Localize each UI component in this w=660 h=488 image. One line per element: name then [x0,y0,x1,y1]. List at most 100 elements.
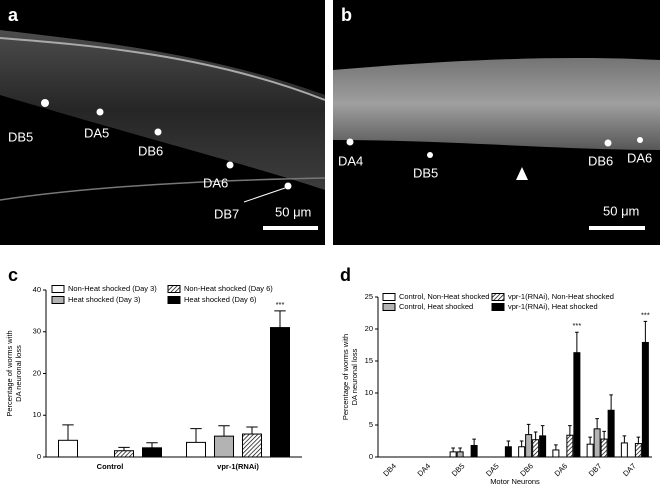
error-bar [643,320,648,343]
neuron-label: DB7 [214,206,239,221]
y-tick-label: 10 [33,410,41,419]
x-axis-label: Motor Neurons [490,477,540,486]
legend-label: Heat shocked (Day 6) [184,295,257,304]
bar [504,446,512,458]
y-tick-label: 30 [33,327,41,336]
error-bar [588,436,592,445]
bar [634,443,642,458]
error-bar [190,428,202,443]
y-axis-label-line: Percentage of worms with [341,334,350,420]
neuron-label: DB6 [138,143,163,158]
x-tick-label: DB5 [450,461,467,478]
panel-a: a DB5 DA5 DB6 DA6 DB7 50 μm [0,0,326,245]
bar [58,439,78,458]
significance: *** [276,300,285,309]
legend-label: Non-Heat shocked (Day 6) [184,284,273,293]
error-bar [602,430,606,440]
panel-letter: b [341,5,352,25]
legend-swatch [491,303,505,311]
bar [593,428,601,458]
legend-swatch [167,285,181,293]
error-bar [575,331,579,353]
bar [470,444,478,458]
neuron-label: DB5 [413,165,438,180]
bar [573,352,581,458]
bar [566,434,574,458]
bar [142,447,162,458]
y-tick-label: 0 [37,452,41,461]
x-tick-label: DA6 [553,461,570,478]
y-axis-label: Percentage of worms withDA neuronal loss [341,334,359,420]
error-bar [609,394,613,411]
y-axis-label-line: Percentage of worms with [5,330,14,416]
x-tick-label: DA5 [484,461,501,478]
error-bar [458,447,462,452]
bar [539,435,547,458]
y-tick-label: 25 [365,292,373,301]
error-bar [218,425,230,437]
error-bar [118,446,130,451]
neuron-label: DA6 [203,175,228,190]
y-axis-label: Percentage of worms withDA neuronal loss [5,330,23,416]
bar [114,450,134,458]
nerve-cord [0,37,326,101]
error-bar [636,436,641,444]
bar [186,441,206,458]
error-bar [526,423,531,435]
bar [620,442,628,458]
scale-label: 50 μm [275,204,311,219]
scale-label: 50 μm [603,203,639,218]
bar [607,409,615,458]
legend-swatch [382,293,396,301]
legend-swatch [51,285,65,293]
legend-label: Heat shocked (Day 3) [68,295,141,304]
error-bar [554,444,558,450]
neuron-label: DA6 [627,150,652,165]
bar [586,443,594,458]
neurons [346,137,643,158]
neuron-label: DA5 [84,125,109,140]
bar [518,446,526,458]
y-tick-label: 10 [365,388,373,397]
error-bar [622,435,627,443]
error-bar [246,426,258,435]
bar [456,451,464,458]
y-tick-label: 40 [33,285,41,294]
panel-letter: a [8,5,19,25]
bar [600,438,608,458]
worm-body [0,30,325,190]
neuron-label: DA4 [338,153,363,168]
bar [270,327,290,458]
error-bar [146,442,158,448]
legend-swatch [491,293,505,301]
bar [552,449,560,458]
arrowhead [516,167,528,180]
bar [532,439,540,458]
bar [242,433,262,458]
x-tick-label: Control [97,462,124,471]
x-tick-label: vpr-1(RNAi) [217,462,259,471]
error-bar [274,310,286,328]
significance: *** [572,321,581,330]
y-axis-label-line: DA neuronal loss [350,348,359,405]
error-bar [506,440,511,447]
error-bar [540,425,545,436]
panel-b: b DA4 DB5 DB6 DA6 50 μm [333,0,660,245]
legend-swatch [167,296,181,304]
error-bar [568,425,572,436]
error-bar [62,424,74,441]
legend-label: Control, Non-Heat shocked [399,292,489,301]
y-tick-label: 0 [369,452,373,461]
neuron-label: DB5 [8,129,33,144]
error-bar [519,440,524,447]
panel-letter: c [8,265,18,285]
worm-body [333,58,660,150]
neuron-label: DB6 [588,153,613,168]
legend-swatch [51,296,65,304]
y-axis-label-line: DA neuronal loss [14,345,23,402]
legend-label: vpr-1(RNAi), Heat shocked [508,302,598,311]
bar [214,435,234,458]
error-bar [595,418,599,429]
error-bar [472,438,476,446]
